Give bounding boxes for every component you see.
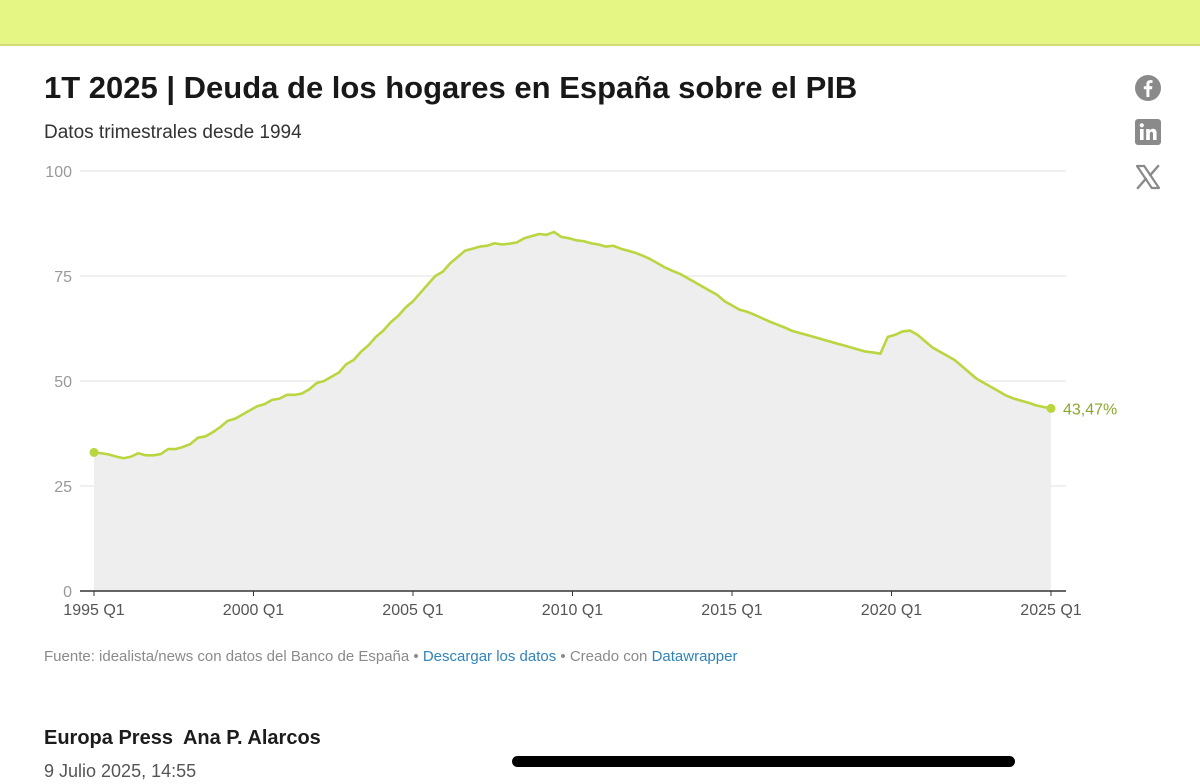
publish-date: 9 Julio 2025, 14:55 — [44, 761, 197, 781]
x-tick-label: 2005 Q1 — [382, 602, 443, 619]
chart-subtitle: Datos trimestrales desde 1994 — [44, 122, 302, 143]
author-name[interactable]: Ana P. Alarcos — [182, 727, 321, 749]
y-tick-label: 0 — [63, 584, 72, 601]
download-data-link[interactable]: Descargar los datos — [422, 648, 557, 665]
chart-title: 1T 2025 | Deuda de los hogares en España… — [44, 70, 858, 105]
linkedin-share-button[interactable] — [1131, 115, 1165, 149]
x-tick-label: 2015 Q1 — [701, 602, 762, 619]
start-point — [89, 447, 99, 457]
separator: • — [556, 648, 570, 665]
facebook-icon — [1135, 75, 1161, 101]
chart-notes: Fuente: idealista/news con datos del Ban… — [44, 648, 737, 665]
datawrapper-link[interactable]: Datawrapper — [651, 648, 738, 665]
x-tick-label: 2020 Q1 — [861, 602, 922, 619]
y-tick-label: 25 — [54, 479, 72, 496]
y-tick-label: 50 — [54, 374, 72, 391]
chart-area: 100 75 50 25 0 1995 Q1 2000 Q1 2005 Q1 2010 Q1 2… — [45, 164, 1117, 619]
separator: • — [409, 648, 423, 665]
x-axis-ticks: 1995 Q1 2000 Q1 2005 Q1 2010 Q1 2015 Q1 2020 … — [63, 591, 1082, 619]
series-line — [93, 230, 1052, 460]
x-share-button[interactable] — [1131, 160, 1165, 194]
y-axis-ticks: 100 75 50 25 0 — [45, 164, 72, 601]
x-tick-label: 2025 Q1 — [1020, 602, 1081, 619]
facebook-share-button[interactable] — [1131, 71, 1165, 105]
y-tick-label: 100 — [45, 164, 72, 181]
top-banner — [0, 0, 1200, 46]
publisher-name[interactable]: Europa Press — [44, 727, 173, 749]
x-tick-label: 2010 Q1 — [542, 602, 603, 619]
created-with-text: Creado con — [569, 648, 652, 665]
linkedin-icon — [1135, 119, 1161, 145]
byline: Europa Press Ana P. Alarcos — [44, 727, 321, 750]
end-point — [1046, 403, 1056, 413]
home-indicator — [512, 756, 1015, 767]
x-tick-label: 1995 Q1 — [63, 602, 124, 619]
x-tick-label: 2000 Q1 — [223, 602, 284, 619]
series-area-fill — [94, 231, 1051, 591]
source-text: Fuente: idealista/news con datos del Ban… — [44, 648, 410, 665]
x-icon — [1135, 164, 1161, 190]
y-tick-label: 75 — [54, 269, 72, 286]
end-value-label: 43,47% — [1063, 401, 1117, 418]
